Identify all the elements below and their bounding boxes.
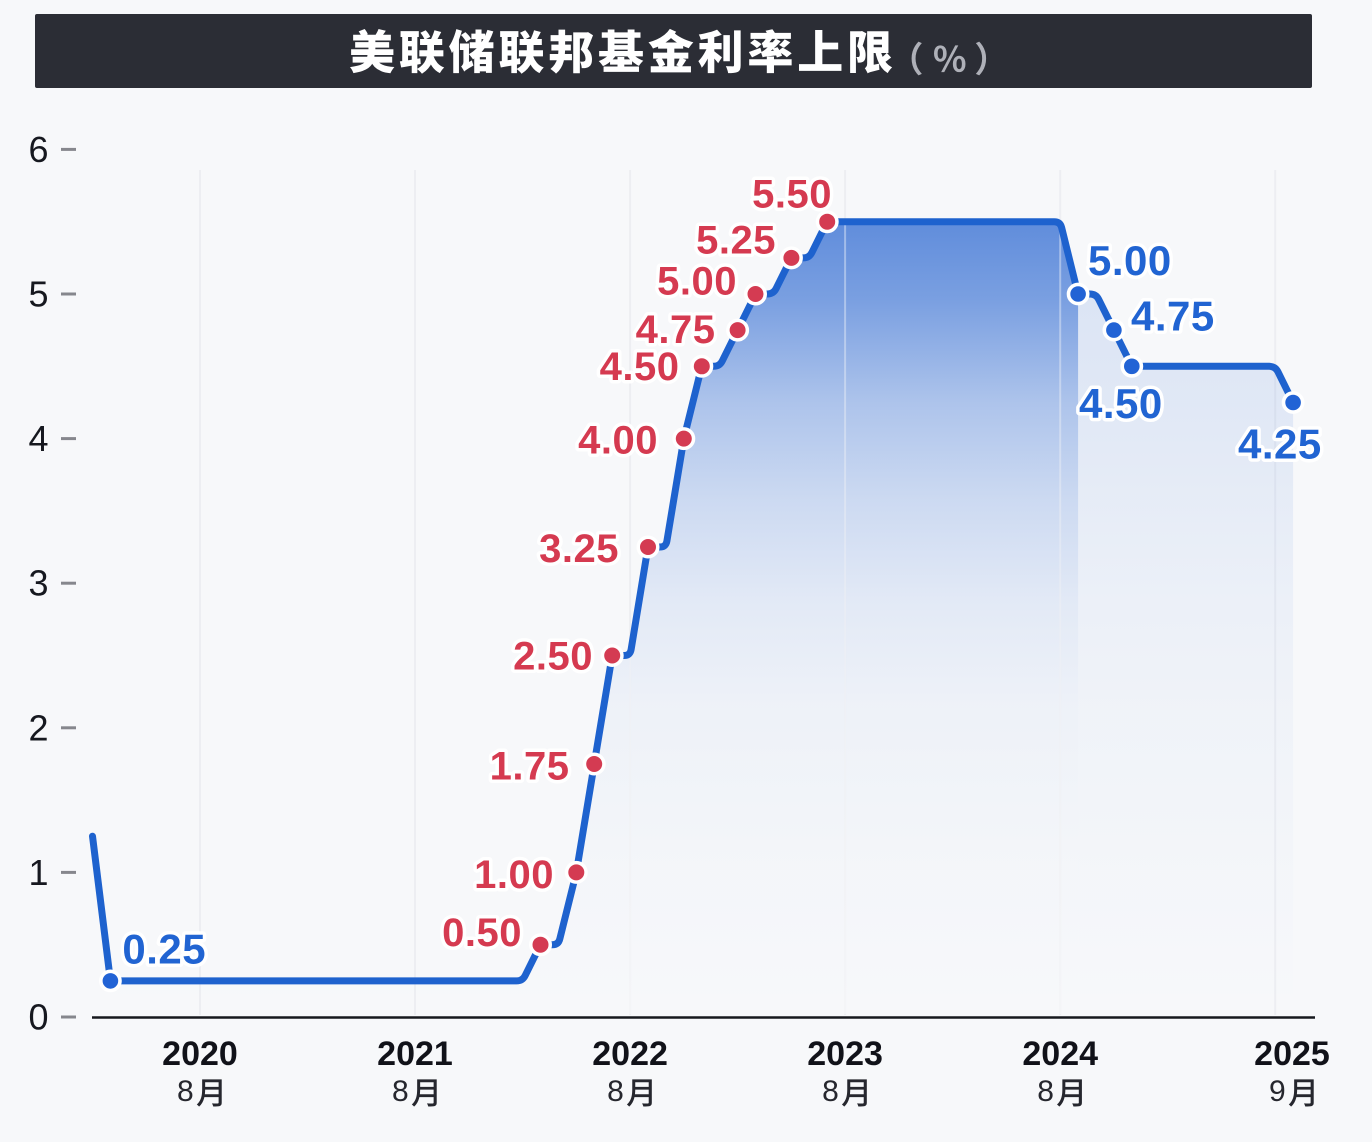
svg-text:8: 8	[177, 1075, 194, 1108]
svg-text:2.50: 2.50	[513, 635, 593, 679]
svg-text:5: 5	[28, 274, 48, 315]
svg-text:2022: 2022	[592, 1035, 668, 1073]
svg-text:4.00: 4.00	[578, 419, 658, 463]
svg-text:9: 9	[1269, 1075, 1286, 1108]
svg-text:0: 0	[28, 997, 48, 1038]
svg-text:4.25: 4.25	[1238, 421, 1322, 468]
svg-text:3.25: 3.25	[539, 527, 619, 571]
svg-text:1.00: 1.00	[474, 853, 554, 897]
svg-text:5.50: 5.50	[752, 173, 832, 217]
svg-text:5.00: 5.00	[1088, 237, 1172, 284]
svg-text:0.50: 0.50	[442, 911, 522, 955]
svg-text:8: 8	[822, 1075, 839, 1108]
svg-text:4.50: 4.50	[600, 345, 680, 389]
svg-text:4.50: 4.50	[1079, 380, 1163, 427]
svg-text:4: 4	[28, 418, 48, 459]
svg-text:0.25: 0.25	[122, 926, 206, 973]
svg-text:3: 3	[28, 563, 48, 604]
svg-text:2020: 2020	[162, 1035, 238, 1073]
svg-text:6: 6	[28, 129, 48, 170]
svg-text:8: 8	[607, 1075, 624, 1108]
svg-text:4.75: 4.75	[1131, 293, 1215, 340]
svg-text:5.25: 5.25	[696, 219, 776, 263]
svg-text:1: 1	[28, 852, 48, 893]
svg-text:2025: 2025	[1254, 1035, 1330, 1073]
svg-text:2: 2	[28, 707, 48, 748]
svg-text:2021: 2021	[377, 1035, 453, 1073]
svg-text:2023: 2023	[807, 1035, 883, 1073]
svg-text:2024: 2024	[1022, 1035, 1098, 1073]
svg-text:8: 8	[1037, 1075, 1054, 1108]
svg-text:5.00: 5.00	[657, 260, 737, 304]
svg-text:1.75: 1.75	[490, 745, 570, 789]
svg-text:8: 8	[392, 1075, 409, 1108]
svg-text:4.75: 4.75	[636, 308, 716, 352]
